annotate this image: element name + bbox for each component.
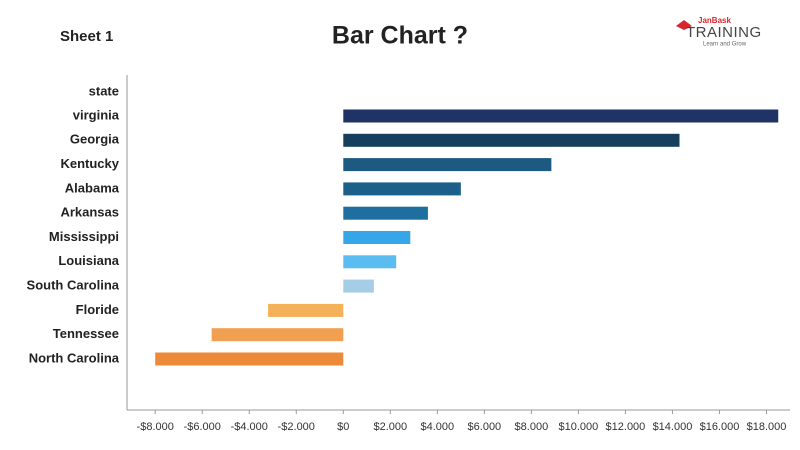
- bar: [343, 109, 779, 123]
- logo-tagline: Learn and Grow: [703, 42, 747, 48]
- x-tick-label: $10.000: [559, 421, 599, 433]
- bar: [343, 231, 411, 244]
- y-tick-label: Kentucky: [60, 156, 119, 171]
- y-tick-label: Mississippi: [49, 229, 119, 244]
- bar: [268, 303, 344, 317]
- x-tick-label: -$8.000: [137, 421, 174, 433]
- y-tick-label: Arkansas: [60, 205, 119, 220]
- y-tick-label: Louisiana: [58, 253, 119, 268]
- bar: [343, 255, 397, 269]
- x-tick-label: -$6.000: [184, 421, 221, 433]
- x-tick-label: $8.000: [515, 421, 549, 433]
- logo-icon: [676, 20, 692, 30]
- sheet-label: Sheet 1: [60, 28, 113, 45]
- x-tick-label: $16.000: [700, 421, 740, 433]
- bar: [211, 328, 344, 342]
- y-tick-label: Floride: [76, 302, 119, 317]
- bar: [343, 133, 680, 147]
- y-tick-label: North Carolina: [29, 350, 120, 365]
- bar: [343, 279, 374, 293]
- y-axis-label: state: [89, 83, 119, 98]
- bar: [343, 206, 428, 220]
- x-tick-label: $14.000: [653, 421, 693, 433]
- y-tick-label: Alabama: [65, 180, 120, 195]
- x-tick-label: $12.000: [606, 421, 646, 433]
- y-tick-label: Georgia: [70, 132, 120, 147]
- x-tick-label: $6.000: [468, 421, 502, 433]
- bar: [343, 182, 461, 196]
- y-tick-label: virginia: [73, 107, 120, 122]
- x-tick-label: -$4.000: [231, 421, 268, 433]
- x-tick-label: $4.000: [421, 421, 455, 433]
- logo: JanBask TRAINING Learn and Grow: [676, 16, 762, 48]
- logo-brand: JanBask: [698, 16, 731, 25]
- logo-name: TRAINING: [686, 24, 762, 41]
- x-tick-label: $2.000: [373, 421, 407, 433]
- bar: [155, 352, 344, 366]
- y-tick-label: Tennessee: [53, 326, 119, 341]
- x-tick-label: $18.000: [747, 421, 787, 433]
- x-tick-label: $0: [337, 421, 349, 433]
- chart-title: Bar Chart ?: [332, 22, 468, 50]
- y-tick-label: South Carolina: [27, 278, 120, 293]
- x-tick-label: -$2.000: [278, 421, 315, 433]
- bar: [343, 158, 552, 172]
